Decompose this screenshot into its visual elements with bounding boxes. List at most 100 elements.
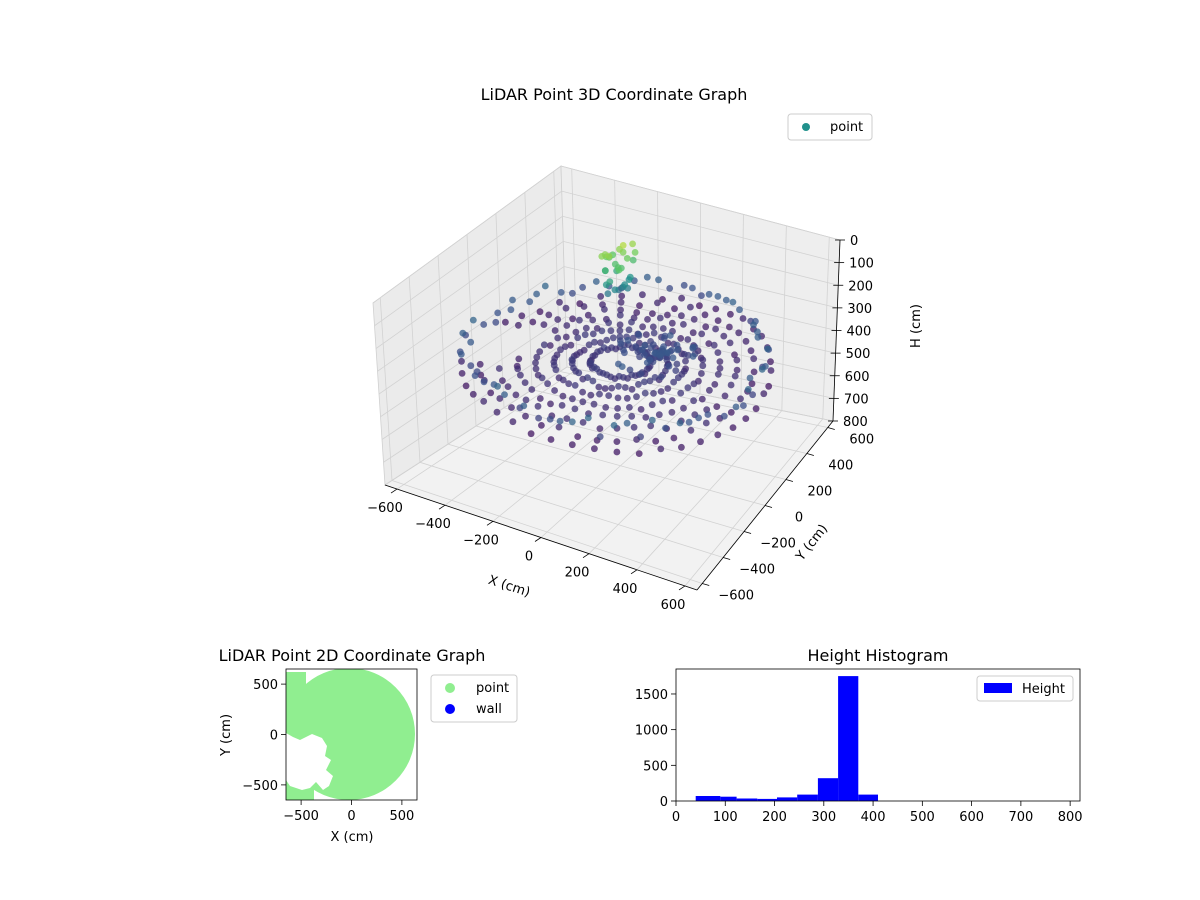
x-tick-label-hist: 700 <box>1008 810 1033 825</box>
point-3d <box>665 362 673 370</box>
point-3d <box>697 438 704 446</box>
point-3d <box>729 424 737 431</box>
point-3d <box>666 285 674 292</box>
histogram-bar <box>720 796 737 801</box>
point-3d <box>650 329 658 337</box>
x-tick-3d <box>630 569 638 575</box>
point-3d <box>674 346 681 354</box>
y-axis-label-2d: Y (cm) <box>219 714 234 757</box>
point-3d <box>604 290 612 298</box>
point-3d <box>545 311 553 319</box>
point-3d <box>687 426 695 434</box>
point-3d <box>597 293 605 300</box>
point-3d <box>654 299 661 307</box>
point-3d <box>750 368 758 376</box>
point-3d <box>596 390 603 398</box>
point-3d <box>569 315 576 323</box>
point-3d <box>635 381 642 388</box>
point-3d <box>607 373 615 381</box>
empty-strip <box>286 740 291 775</box>
point-3d <box>518 312 526 320</box>
y-axis-label-3d: Y (cm) <box>793 522 831 565</box>
point-3d <box>584 374 591 381</box>
point-3d <box>630 423 638 431</box>
point-3d <box>521 379 529 386</box>
legend-hist-box <box>976 675 1074 702</box>
point-3d <box>514 365 522 373</box>
point-3d <box>720 412 728 420</box>
point-3d <box>512 391 520 399</box>
z-tick-label-3d: 300 <box>847 302 872 317</box>
chart-3d-title: LiDAR Point 3D Coordinate Graph <box>481 85 748 104</box>
point-3d <box>616 321 624 329</box>
point-3d <box>572 328 580 336</box>
point-3d <box>629 334 637 342</box>
histogram-bar <box>817 778 839 801</box>
point-3d <box>748 380 756 388</box>
point-3d <box>462 382 470 390</box>
point-3d <box>534 402 542 410</box>
chart-2d-title: LiDAR Point 2D Coordinate Graph <box>219 646 486 665</box>
point-3d <box>706 386 713 394</box>
point-3d <box>467 338 475 346</box>
point-3d <box>509 296 516 304</box>
point-3d <box>754 333 762 341</box>
grid-z <box>372 165 841 304</box>
point-3d <box>716 358 724 365</box>
point-cloud-2d <box>286 669 415 800</box>
point-3d <box>642 414 650 421</box>
point-3d <box>742 415 750 422</box>
x-tick-label-2d: −500 <box>283 809 319 824</box>
x-tick-3d <box>678 585 686 591</box>
point-3d <box>495 365 503 372</box>
grid-z <box>374 190 840 327</box>
point-3d <box>536 395 544 402</box>
point-3d <box>698 292 705 299</box>
point-3d <box>731 351 738 359</box>
legend-hist-label: Height <box>1022 682 1065 697</box>
grid-z <box>375 215 839 349</box>
point-3d <box>626 404 633 411</box>
x-tick-label-3d: 200 <box>565 566 590 581</box>
point-3d <box>459 329 467 337</box>
point-3d <box>533 290 540 298</box>
point-3d <box>733 366 741 374</box>
point-3d <box>736 306 743 314</box>
point-3d <box>655 276 662 284</box>
point-3d <box>668 397 676 404</box>
x-tick-3d <box>582 553 590 558</box>
point-3d <box>677 335 685 342</box>
point-3d <box>580 303 588 310</box>
y-tick-label-3d: −200 <box>760 537 796 552</box>
point-3d <box>637 433 644 441</box>
point-3d <box>641 389 649 397</box>
point-3d <box>587 391 595 399</box>
point-3d <box>639 291 646 299</box>
point-3d <box>696 302 703 310</box>
point-3d <box>536 348 544 355</box>
x-tick-3d <box>486 521 494 526</box>
point-3d <box>608 384 616 392</box>
point-3d <box>597 339 604 346</box>
point-3d <box>547 400 554 408</box>
point-3d <box>739 315 747 322</box>
point-3d <box>469 390 477 398</box>
point-3d <box>760 390 768 398</box>
point-3d <box>556 417 564 425</box>
x-tick-3d <box>390 488 398 494</box>
point-3d <box>562 304 570 312</box>
point-3d <box>644 316 651 323</box>
legend-3d: point <box>787 113 873 141</box>
point-3d <box>629 256 637 264</box>
point-cloud-3d <box>456 240 775 457</box>
point-3d <box>616 311 624 319</box>
point-3d <box>458 370 466 377</box>
point-3d <box>546 415 554 423</box>
point-3d <box>660 334 668 342</box>
x-tick-label-hist: 300 <box>811 810 836 825</box>
point-3d <box>726 339 734 347</box>
point-3d <box>541 282 549 290</box>
point-3d <box>559 392 567 400</box>
point-3d <box>689 352 697 360</box>
x-tick-label-3d: 600 <box>661 598 686 613</box>
